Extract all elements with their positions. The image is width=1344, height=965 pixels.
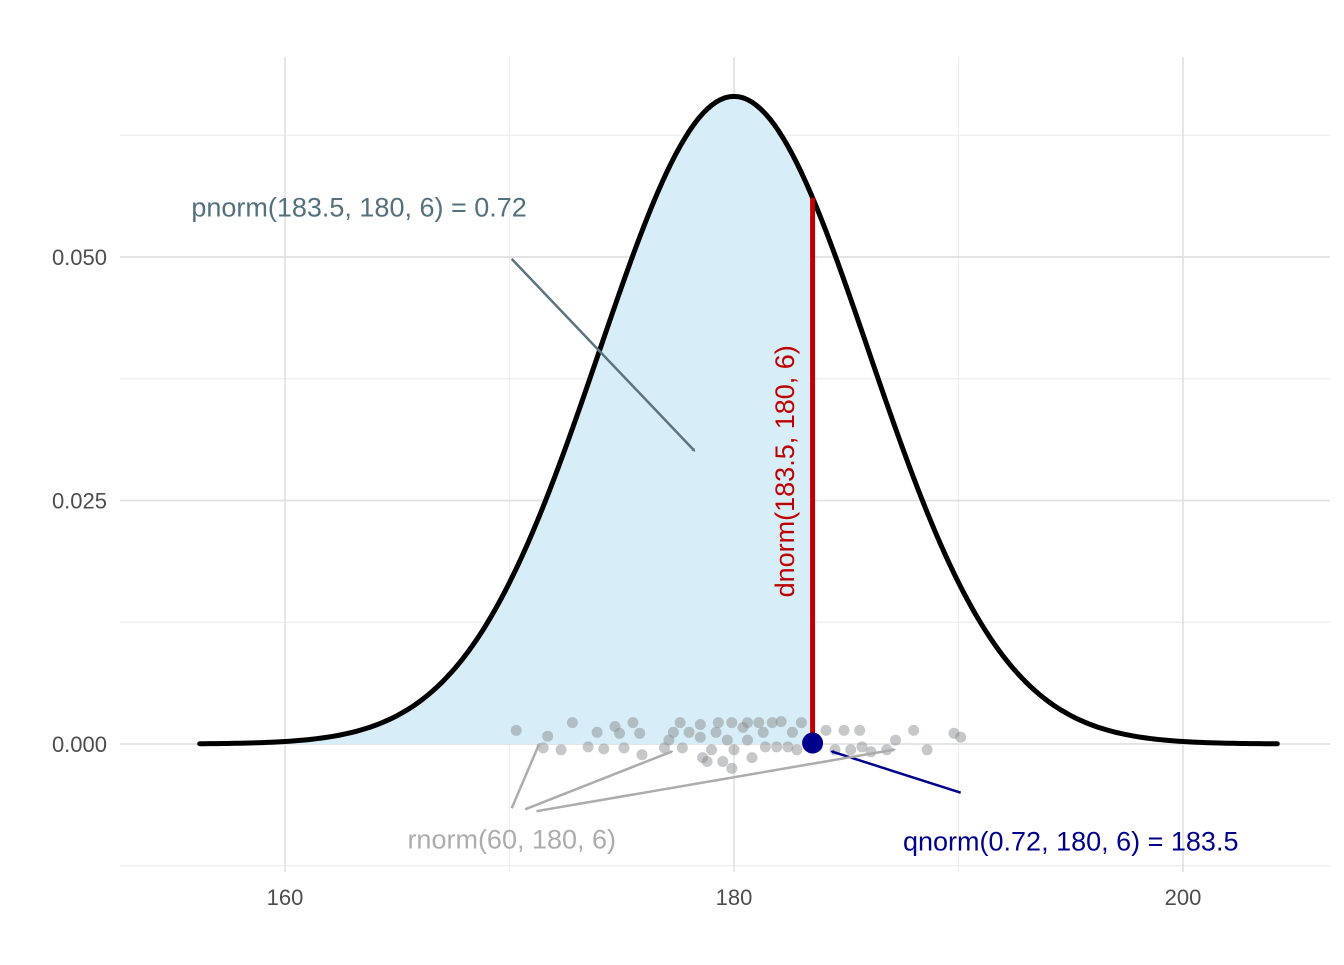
pnorm-shaded-area xyxy=(199,96,813,744)
sample-point xyxy=(555,744,567,756)
y-tick-label-0.025: 0.025 xyxy=(52,489,107,514)
sample-point xyxy=(694,731,706,743)
y-axis-tick-labels: 0.000 0.025 0.050 xyxy=(52,245,107,757)
x-tick-label-200: 200 xyxy=(1165,885,1202,910)
rnorm-arrow-1 xyxy=(510,745,539,809)
x-tick-label-180: 180 xyxy=(716,885,753,910)
sample-point xyxy=(775,716,787,728)
sample-point xyxy=(598,743,610,755)
sample-point xyxy=(856,741,868,753)
sample-point xyxy=(591,726,603,738)
sample-point xyxy=(726,762,738,774)
sample-point xyxy=(757,726,769,738)
sample-point xyxy=(618,742,630,754)
sample-point xyxy=(921,744,933,756)
sample-point xyxy=(766,717,778,729)
sample-point xyxy=(782,741,794,753)
sample-point xyxy=(737,721,749,733)
sample-point xyxy=(701,756,713,767)
sample-point xyxy=(694,719,706,730)
sample-point xyxy=(627,717,639,729)
sample-point xyxy=(697,752,709,764)
sample-point xyxy=(838,724,850,736)
sample-point xyxy=(742,734,753,746)
qnorm-arrow xyxy=(833,752,962,794)
sample-point xyxy=(510,724,522,736)
sample-point xyxy=(676,742,688,754)
pnorm-arrow xyxy=(510,258,694,450)
sample-point xyxy=(820,724,832,736)
normal-density-curve xyxy=(197,93,1280,747)
sample-point xyxy=(890,734,902,746)
annotation-labels: pnorm(183.5, 180, 6) = 0.72 dnorm(183.5, … xyxy=(191,192,1238,856)
sample-point xyxy=(537,742,549,754)
sample-point xyxy=(634,727,646,739)
x-axis-tick-labels: 160 180 200 xyxy=(267,885,1202,910)
y-tick-label-0.000: 0.000 xyxy=(52,732,107,757)
sample-point xyxy=(786,726,798,738)
sample-point xyxy=(771,741,783,753)
sample-point xyxy=(746,752,758,764)
sample-point xyxy=(753,717,765,729)
qnorm-quantile-point xyxy=(802,732,824,754)
sample-point xyxy=(566,717,578,729)
sample-point xyxy=(609,721,621,732)
sample-point xyxy=(542,730,554,742)
sample-point xyxy=(667,726,679,738)
pnorm-label: pnorm(183.5, 180, 6) = 0.72 xyxy=(191,192,526,222)
sample-point xyxy=(726,717,738,729)
qnorm-label: qnorm(0.72, 180, 6) = 183.5 xyxy=(903,826,1238,856)
sample-point xyxy=(791,744,803,756)
y-tick-label-0.050: 0.050 xyxy=(52,245,107,270)
sample-point xyxy=(674,717,686,729)
sample-point xyxy=(717,756,729,767)
sample-point xyxy=(955,731,967,743)
sample-point xyxy=(663,734,675,746)
sample-point xyxy=(712,717,724,729)
rnorm-arrow-2 xyxy=(524,752,671,811)
rnorm-label: rnorm(60, 180, 6) xyxy=(407,825,616,855)
sample-point xyxy=(759,741,771,753)
sample-point xyxy=(854,724,866,736)
sample-point xyxy=(710,726,722,738)
sample-point xyxy=(742,717,753,729)
sample-point xyxy=(948,727,960,739)
sample-point xyxy=(683,726,695,738)
rnorm-arrow-3 xyxy=(536,750,893,813)
sample-point xyxy=(795,717,807,729)
dnorm-label: dnorm(183.5, 180, 6) xyxy=(770,345,800,597)
sample-point xyxy=(908,724,920,736)
sample-point xyxy=(636,749,648,761)
sample-point xyxy=(721,734,733,746)
sample-point xyxy=(845,744,857,756)
sample-point xyxy=(706,744,717,756)
sample-point xyxy=(728,744,740,756)
x-tick-label-160: 160 xyxy=(267,885,304,910)
annotation-arrows xyxy=(510,258,962,813)
sample-point xyxy=(614,727,625,739)
sample-point xyxy=(582,741,594,753)
